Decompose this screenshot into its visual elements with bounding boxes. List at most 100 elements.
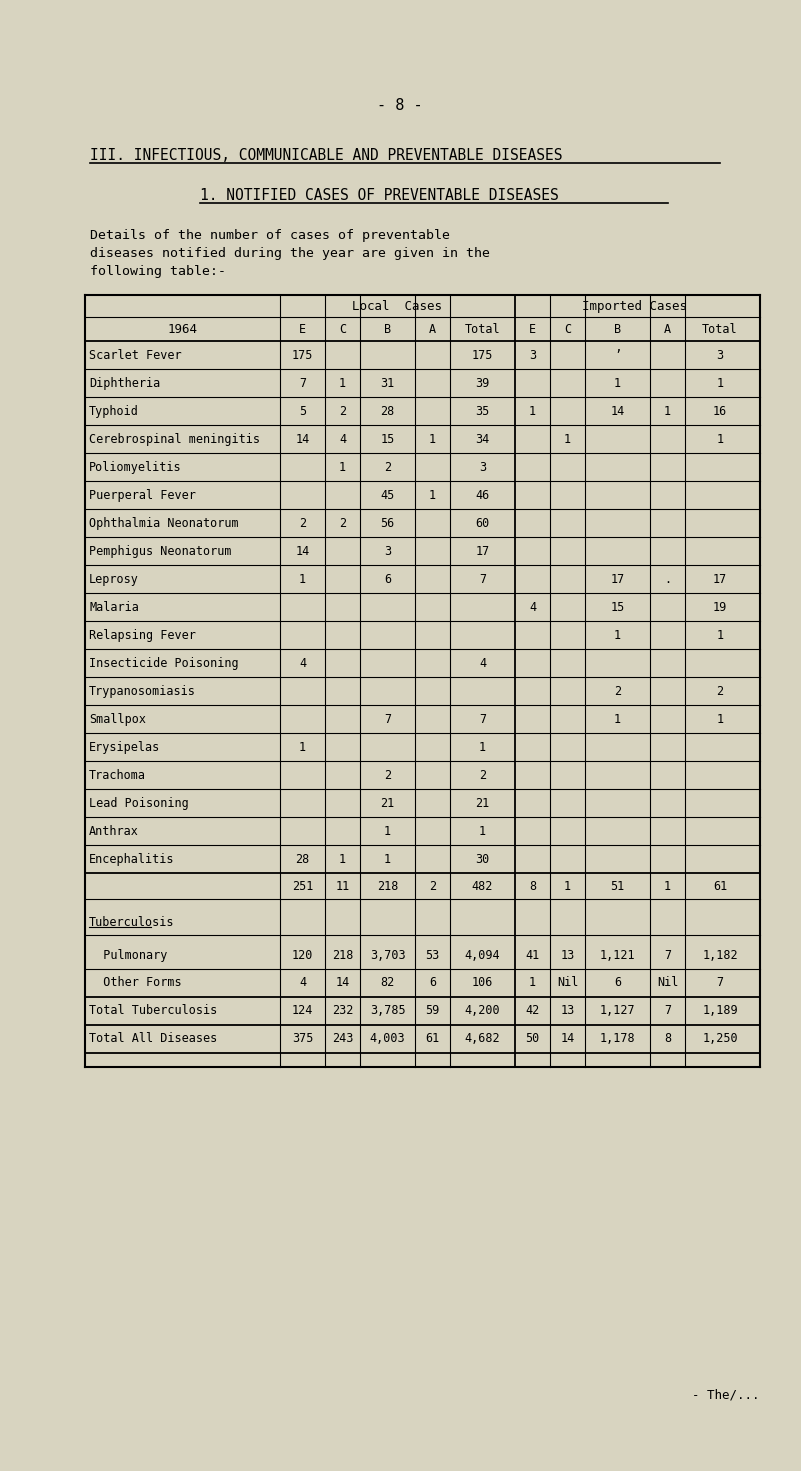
Text: 1,127: 1,127: [600, 1005, 635, 1018]
Text: 46: 46: [475, 488, 489, 502]
Text: 124: 124: [292, 1005, 313, 1018]
Text: B: B: [384, 322, 391, 335]
Text: Poliomyelitis: Poliomyelitis: [89, 460, 182, 474]
Text: 13: 13: [561, 949, 574, 962]
Text: 4: 4: [299, 656, 306, 669]
Text: 1: 1: [529, 977, 536, 990]
Text: 175: 175: [472, 349, 493, 362]
Text: 15: 15: [610, 600, 625, 613]
Text: 1: 1: [384, 853, 391, 865]
Text: 5: 5: [299, 405, 306, 418]
Text: 8: 8: [664, 1033, 671, 1046]
Text: 56: 56: [380, 516, 395, 530]
Text: 175: 175: [292, 349, 313, 362]
Text: Details of the number of cases of preventable: Details of the number of cases of preven…: [90, 228, 450, 241]
Text: 120: 120: [292, 949, 313, 962]
Text: Nil: Nil: [557, 977, 578, 990]
Text: 1: 1: [716, 432, 723, 446]
Text: 4: 4: [479, 656, 486, 669]
Text: 11: 11: [336, 880, 349, 893]
Text: 14: 14: [296, 432, 310, 446]
Text: 4: 4: [529, 600, 536, 613]
Text: 2: 2: [339, 516, 346, 530]
Text: E: E: [529, 322, 536, 335]
Text: ’: ’: [614, 349, 621, 362]
Text: 4,200: 4,200: [465, 1005, 501, 1018]
Text: 218: 218: [376, 880, 398, 893]
Text: 61: 61: [713, 880, 727, 893]
Text: 1. NOTIFIED CASES OF PREVENTABLE DISEASES: 1. NOTIFIED CASES OF PREVENTABLE DISEASE…: [200, 187, 559, 203]
Text: 6: 6: [429, 977, 436, 990]
Text: 1: 1: [614, 628, 621, 641]
Text: 7: 7: [664, 1005, 671, 1018]
Text: 53: 53: [425, 949, 440, 962]
Text: 3: 3: [384, 544, 391, 558]
Text: 35: 35: [475, 405, 489, 418]
Text: Scarlet Fever: Scarlet Fever: [89, 349, 182, 362]
Text: 1: 1: [716, 377, 723, 390]
Text: 2: 2: [339, 405, 346, 418]
Text: 2: 2: [479, 768, 486, 781]
Text: 1: 1: [479, 740, 486, 753]
Text: 1: 1: [664, 405, 671, 418]
Text: 61: 61: [425, 1033, 440, 1046]
Text: 375: 375: [292, 1033, 313, 1046]
Text: Smallpox: Smallpox: [89, 712, 146, 725]
Text: 7: 7: [479, 572, 486, 585]
Text: 1: 1: [564, 432, 571, 446]
Text: B: B: [614, 322, 621, 335]
Text: 7: 7: [384, 712, 391, 725]
Text: A: A: [664, 322, 671, 335]
Text: 6: 6: [384, 572, 391, 585]
Text: 218: 218: [332, 949, 353, 962]
Text: 1,189: 1,189: [702, 1005, 738, 1018]
Text: 1: 1: [339, 853, 346, 865]
Text: 41: 41: [525, 949, 540, 962]
Text: 1: 1: [429, 432, 436, 446]
Text: 1: 1: [614, 712, 621, 725]
Text: Local  Cases: Local Cases: [352, 300, 442, 312]
Text: 13: 13: [561, 1005, 574, 1018]
Text: III. INFECTIOUS, COMMUNICABLE AND PREVENTABLE DISEASES: III. INFECTIOUS, COMMUNICABLE AND PREVEN…: [90, 147, 562, 162]
Text: 34: 34: [475, 432, 489, 446]
Text: Nil: Nil: [657, 977, 678, 990]
Text: 3,703: 3,703: [370, 949, 405, 962]
Text: 1: 1: [299, 740, 306, 753]
Text: 243: 243: [332, 1033, 353, 1046]
Text: 50: 50: [525, 1033, 540, 1046]
Text: 1: 1: [429, 488, 436, 502]
Text: Leprosy: Leprosy: [89, 572, 139, 585]
Text: 4,003: 4,003: [370, 1033, 405, 1046]
Text: .: .: [664, 572, 671, 585]
Text: 7: 7: [479, 712, 486, 725]
Text: Insecticide Poisoning: Insecticide Poisoning: [89, 656, 239, 669]
Text: 14: 14: [296, 544, 310, 558]
Text: Total: Total: [702, 322, 738, 335]
Text: 7: 7: [716, 977, 723, 990]
Text: 51: 51: [610, 880, 625, 893]
Text: 232: 232: [332, 1005, 353, 1018]
Text: Encephalitis: Encephalitis: [89, 853, 175, 865]
Text: 1: 1: [339, 377, 346, 390]
Text: 30: 30: [475, 853, 489, 865]
Text: Total: Total: [465, 322, 501, 335]
Text: 7: 7: [299, 377, 306, 390]
Text: 2: 2: [384, 768, 391, 781]
Text: 82: 82: [380, 977, 395, 990]
Text: Other Forms: Other Forms: [89, 977, 182, 990]
Text: Tuberculosis: Tuberculosis: [89, 915, 175, 928]
Text: Pemphigus Neonatorum: Pemphigus Neonatorum: [89, 544, 231, 558]
Text: 1: 1: [716, 712, 723, 725]
Text: following table:-: following table:-: [90, 265, 226, 278]
Text: 16: 16: [713, 405, 727, 418]
Text: 8: 8: [529, 880, 536, 893]
Text: Total Tuberculosis: Total Tuberculosis: [89, 1005, 217, 1018]
Text: 42: 42: [525, 1005, 540, 1018]
Text: 59: 59: [425, 1005, 440, 1018]
Text: 2: 2: [429, 880, 436, 893]
Text: Anthrax: Anthrax: [89, 825, 139, 837]
Text: 4: 4: [299, 977, 306, 990]
Text: diseases notified during the year are given in the: diseases notified during the year are gi…: [90, 247, 490, 259]
Text: 28: 28: [380, 405, 395, 418]
Text: 482: 482: [472, 880, 493, 893]
